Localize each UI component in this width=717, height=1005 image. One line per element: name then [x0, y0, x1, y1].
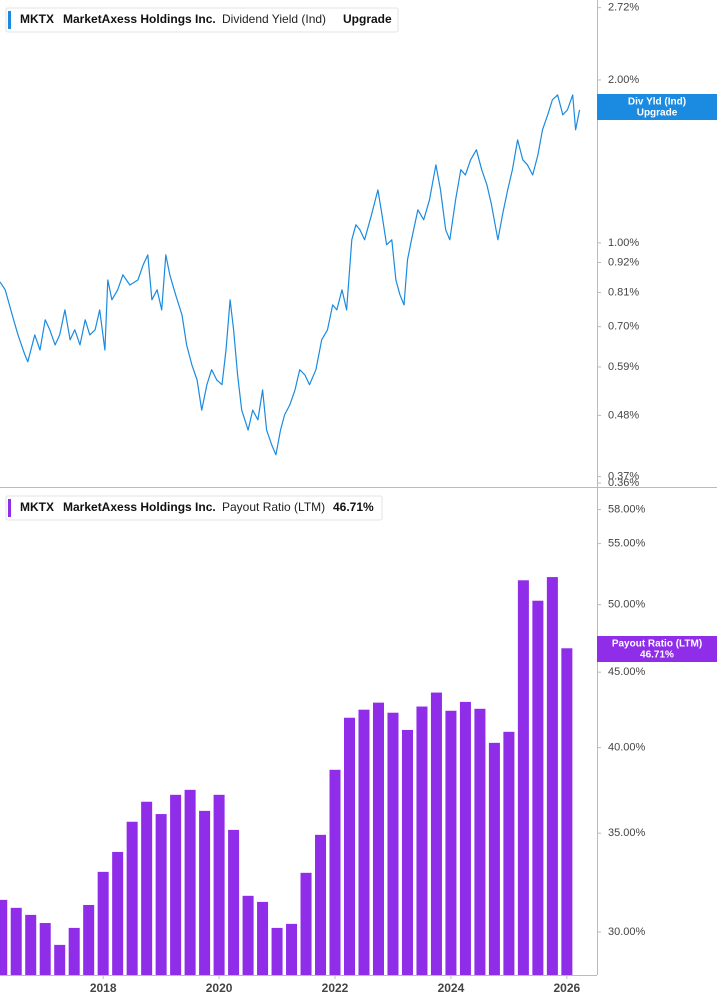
bar — [112, 851, 124, 975]
badge-value: Upgrade — [637, 108, 678, 119]
bar — [25, 914, 37, 975]
company: MarketAxess Holdings Inc. — [63, 12, 216, 26]
bar — [10, 907, 22, 975]
bar — [445, 710, 457, 975]
x-tick-label: 2024 — [438, 981, 465, 995]
bar — [358, 709, 370, 975]
line — [0, 94, 581, 456]
y-tick-label: 0.81% — [608, 286, 639, 298]
legend-label: Payout Ratio (LTM) — [222, 500, 325, 514]
y-tick-label: 0.37% — [608, 471, 639, 483]
legend-box — [5, 495, 383, 521]
bar — [343, 717, 356, 975]
bar — [199, 810, 211, 975]
bar — [474, 708, 486, 975]
legend-label: Dividend Yield (Ind) — [222, 12, 326, 26]
bar — [561, 648, 573, 975]
bar — [68, 927, 80, 975]
y-tick-label: 0.48% — [608, 409, 639, 421]
badge: Payout Ratio (LTM) 46.71% — [597, 636, 717, 662]
y-tick-label: 0.59% — [608, 361, 639, 373]
bar — [213, 794, 225, 975]
y-tick-label: 0.92% — [608, 256, 639, 268]
bar — [228, 829, 240, 975]
badge-label: Div Yld (Ind) — [628, 97, 686, 108]
x-tick-label: 2026 — [554, 981, 581, 995]
badge: Div Yld (Ind) Upgrade — [597, 94, 717, 120]
badge-bg — [597, 636, 717, 662]
ticker: MKTX — [20, 12, 54, 26]
bar — [401, 729, 413, 975]
legend: MKTX MarketAxess Holdings Inc. Payout Ra… — [5, 495, 383, 521]
y-tick-label: 35.00% — [608, 827, 646, 839]
bar — [97, 871, 109, 975]
bar — [126, 821, 138, 975]
bar — [459, 701, 471, 975]
badge-bg — [597, 94, 717, 120]
bar — [416, 706, 428, 975]
last-value: 46.71% — [333, 500, 374, 514]
bar — [141, 801, 153, 975]
bar — [184, 789, 196, 975]
bar — [517, 580, 529, 975]
y-tick-label: 1.00% — [608, 237, 639, 249]
bar — [315, 834, 327, 975]
bar — [329, 769, 341, 975]
y-tick-label: 55.00% — [608, 538, 646, 550]
y-tick-label: 0.70% — [608, 321, 639, 333]
company: MarketAxess Holdings Inc. — [63, 500, 216, 514]
ticker: MKTX — [20, 500, 54, 514]
y-tick-label: 2.00% — [608, 74, 639, 86]
bar — [300, 872, 312, 975]
bar — [546, 577, 558, 975]
legend: MKTX MarketAxess Holdings Inc. Dividend … — [5, 7, 399, 33]
y-tick-label: 0.36% — [608, 477, 639, 489]
bar — [0, 899, 8, 975]
x-tick-label: 2022 — [322, 981, 349, 995]
bar — [155, 814, 167, 975]
bar — [387, 712, 399, 975]
y-tick-label: 40.00% — [608, 742, 646, 754]
legend-box — [5, 7, 399, 33]
bar — [170, 794, 182, 975]
bar — [372, 702, 384, 975]
bar — [242, 895, 254, 975]
bar — [39, 923, 51, 975]
y-tick-label: 50.00% — [608, 599, 646, 611]
bar — [83, 904, 95, 975]
y-tick-label: 30.00% — [608, 926, 646, 938]
bar — [54, 944, 66, 975]
bar — [271, 927, 283, 975]
x-tick-label: 2020 — [206, 981, 233, 995]
badge-value: 46.71% — [640, 650, 674, 661]
legend-swatch — [8, 11, 11, 29]
bar — [430, 692, 442, 975]
y-tick-label: 2.72% — [608, 2, 639, 14]
bar — [488, 742, 500, 975]
bar — [503, 731, 515, 975]
bar — [532, 600, 544, 975]
badge-label: Payout Ratio (LTM) — [612, 639, 702, 650]
bar — [286, 923, 298, 975]
x-tick-label: 2018 — [90, 981, 117, 995]
status: Upgrade — [343, 12, 392, 26]
bar — [257, 901, 269, 975]
y-tick-label: 45.00% — [608, 666, 646, 678]
legend-swatch — [8, 499, 11, 517]
y-tick-label: 58.00% — [608, 503, 646, 515]
